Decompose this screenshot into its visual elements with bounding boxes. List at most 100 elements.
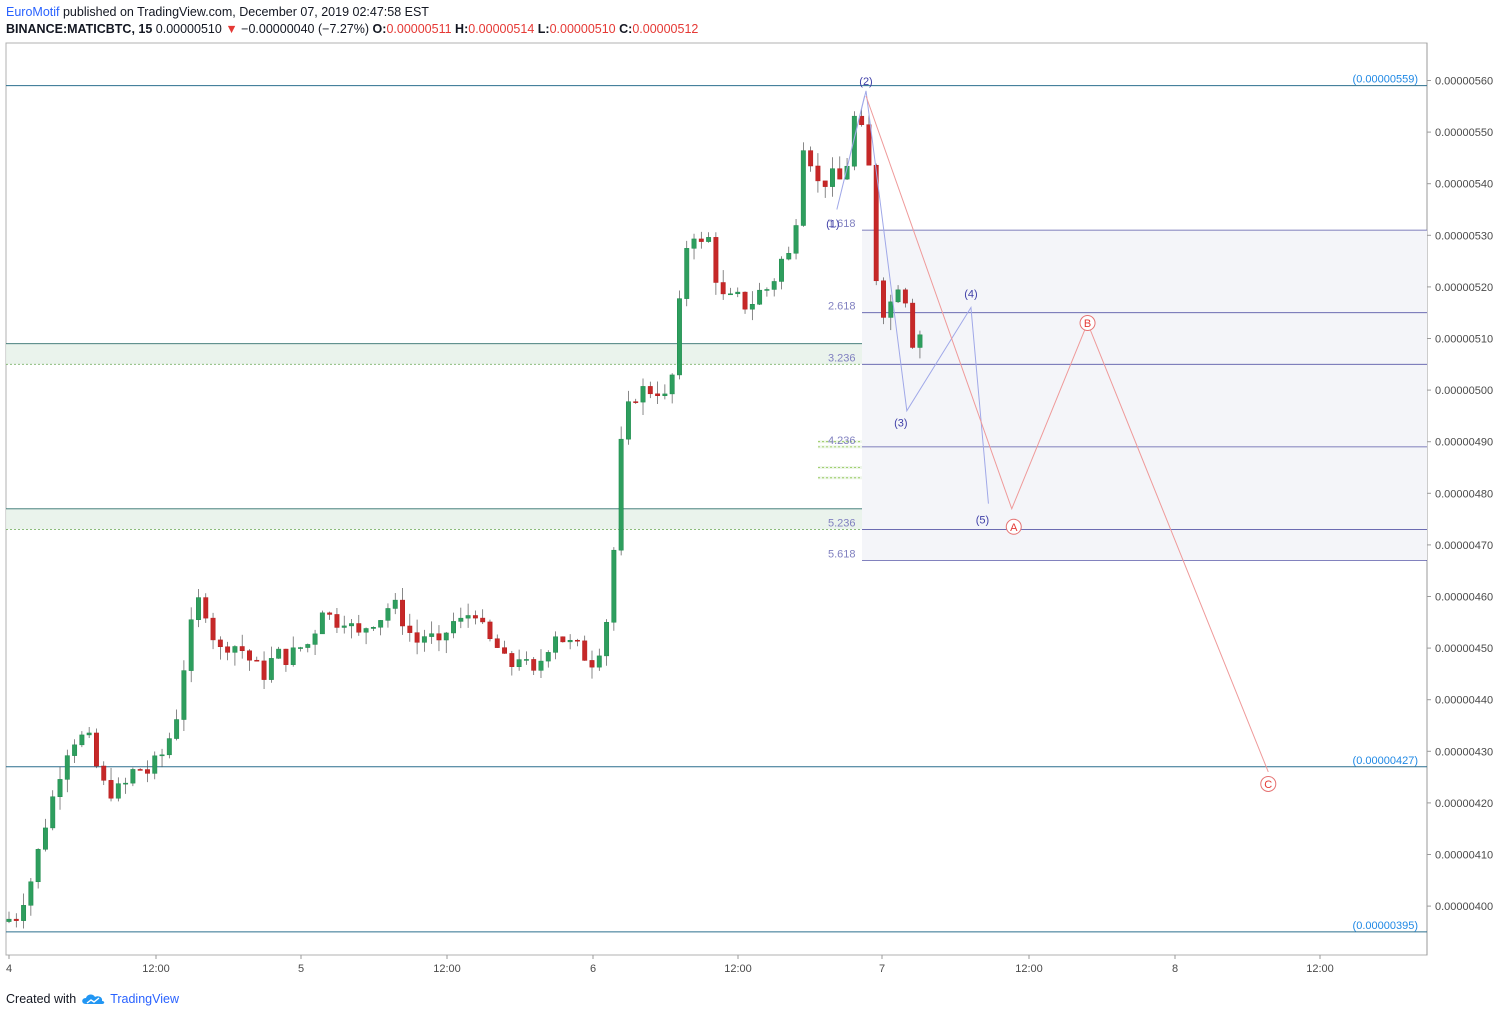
- candle-body: [574, 639, 580, 642]
- candle-body: [553, 636, 559, 653]
- candle-body: [538, 660, 544, 671]
- fib-extension-box: [862, 230, 1427, 561]
- candle-body: [115, 783, 121, 799]
- fib-ratio-label: 2.618: [828, 301, 856, 313]
- y-tick-label: 0.00000400: [1435, 901, 1493, 913]
- candle-body: [917, 334, 923, 348]
- fib-ratio-label: 3.236: [828, 352, 856, 364]
- candle-body: [6, 918, 12, 922]
- candle-body: [72, 744, 78, 756]
- low-value: 0.00000510: [549, 22, 616, 36]
- y-tick-label: 0.00000450: [1435, 643, 1493, 655]
- candle-body: [728, 293, 733, 296]
- candle-body: [436, 633, 442, 641]
- y-tick-label: 0.00000460: [1435, 592, 1493, 604]
- candle-body: [188, 619, 194, 671]
- candle-body: [327, 612, 333, 615]
- elliott-correction-path: [865, 95, 1269, 773]
- x-tick-label: 12:00: [724, 963, 752, 975]
- candle-body: [720, 282, 726, 295]
- candle-body: [283, 648, 289, 665]
- candle-body: [407, 625, 413, 633]
- candle-body: [509, 653, 515, 667]
- candle-body: [210, 617, 216, 641]
- x-tick-label: 7: [879, 963, 885, 975]
- candle-body: [604, 622, 610, 657]
- correction-wave-marker: [1260, 775, 1277, 792]
- candle-body: [35, 849, 41, 883]
- candle-body: [633, 401, 639, 403]
- candle-body: [786, 253, 792, 260]
- candle-body: [312, 633, 318, 645]
- author-link[interactable]: EuroMotif: [6, 5, 60, 19]
- open-value: 0.00000511: [386, 22, 452, 36]
- y-tick-label: 0.00000470: [1435, 540, 1493, 552]
- symbol-name: BINANCE:MATICBTC, 15: [6, 22, 153, 36]
- candle-body: [181, 670, 187, 720]
- candle-body: [64, 755, 70, 780]
- y-tick-label: 0.00000480: [1435, 488, 1493, 500]
- candle-body: [800, 150, 806, 226]
- impulse-wave-label: (3): [894, 418, 907, 430]
- candle-body: [902, 289, 908, 304]
- candle-body: [305, 644, 311, 648]
- y-tick-label: 0.00000540: [1435, 179, 1493, 191]
- candle-body: [21, 905, 27, 921]
- candle-body: [560, 636, 566, 643]
- correction-wave-label: B: [1084, 318, 1091, 330]
- y-tick-label: 0.00000550: [1435, 127, 1493, 139]
- candle-body: [618, 438, 624, 551]
- candle-body: [531, 659, 537, 671]
- x-tick-label: 12:00: [433, 963, 461, 975]
- open-label: O:: [372, 22, 387, 36]
- tradingview-cloud-icon: [82, 994, 105, 1004]
- y-tick-label: 0.00000510: [1435, 334, 1493, 346]
- candle-body: [254, 659, 260, 662]
- horizontal-level-label: (0.00000559): [1353, 74, 1418, 86]
- candle-body: [356, 623, 362, 633]
- candle-body: [385, 608, 391, 621]
- publish-text: published on TradingView.com, December 0…: [59, 5, 429, 19]
- elliott-impulse-path: [836, 90, 989, 504]
- candle-body: [370, 627, 376, 629]
- candle-body: [392, 599, 398, 609]
- high-label: H:: [455, 22, 469, 36]
- candle-body: [465, 615, 471, 619]
- price-change: −0.00000040 (−7.27%): [241, 22, 370, 36]
- candle-body: [290, 647, 296, 665]
- candle-body: [655, 393, 661, 396]
- candle-body: [742, 291, 748, 310]
- candle-body: [349, 623, 354, 627]
- candle-body: [334, 614, 340, 628]
- candle-body: [152, 755, 158, 774]
- candle-body: [625, 401, 631, 440]
- candle-body: [706, 237, 712, 242]
- candle-body: [910, 302, 916, 348]
- candle-body: [611, 549, 617, 623]
- candle-body: [28, 881, 34, 906]
- candle-body: [232, 646, 238, 653]
- candle-body: [123, 782, 129, 785]
- candle-body: [247, 650, 252, 661]
- y-tick-label: 0.00000530: [1435, 230, 1493, 242]
- footer: Created with TradingView: [6, 992, 179, 1006]
- candle-body: [888, 301, 894, 318]
- x-tick-label: 6: [590, 963, 596, 975]
- candle-body: [159, 754, 165, 757]
- candle-body: [749, 304, 755, 310]
- candle-body: [421, 636, 427, 643]
- down-arrow-icon: ▼: [225, 22, 238, 36]
- candle-body: [691, 238, 697, 249]
- candle-body: [859, 115, 865, 125]
- impulse-wave-label: (5): [976, 515, 989, 527]
- candle-body: [239, 646, 245, 652]
- candle-body: [815, 165, 821, 182]
- y-tick-label: 0.00000490: [1435, 437, 1493, 449]
- tradingview-link[interactable]: TradingView: [110, 992, 179, 1006]
- candle-body: [662, 393, 668, 396]
- publish-info: EuroMotif published on TradingView.com, …: [6, 5, 429, 19]
- impulse-wave-label: (4): [964, 289, 977, 301]
- candle-body: [57, 779, 63, 797]
- candle-body: [79, 734, 85, 746]
